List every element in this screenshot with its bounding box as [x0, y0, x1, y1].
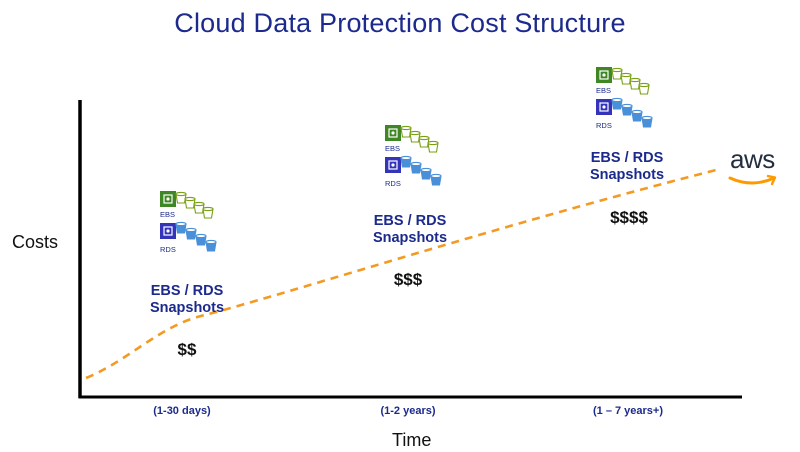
rds-snapshot-bucket-icon	[611, 97, 623, 110]
ebs-snapshot-bucket-icon	[418, 135, 430, 148]
rds-icon-label: RDS	[596, 121, 612, 130]
rds-instance-icon	[385, 157, 401, 173]
stage-3-label-line2: Snapshots	[589, 167, 665, 183]
stage-2-cost: $$$	[393, 270, 423, 289]
ebs-snapshot-bucket-icon	[611, 67, 623, 80]
rds-instance-icon	[160, 223, 176, 239]
y-axis-label: Costs	[12, 232, 59, 252]
ebs-snapshot-bucket-icon	[629, 77, 641, 90]
stage-3-icon-cluster: EBS RDS	[596, 67, 653, 130]
stage-3-label: EBS / RDS Snapshots	[552, 150, 702, 184]
rds-snapshot-bucket-icon	[430, 173, 442, 186]
ebs-icon-label: EBS	[385, 144, 400, 153]
rds-snapshot-bucket-icon	[621, 103, 633, 116]
ebs-volume-icon	[596, 67, 612, 83]
stage-2-label-line2: Snapshots	[372, 230, 448, 246]
aws-smile-icon	[728, 176, 776, 185]
rds-snapshot-bucket-icon	[631, 109, 643, 122]
ebs-snapshot-bucket-icon	[409, 130, 421, 143]
stage-2-label: EBS / RDS Snapshots	[335, 213, 485, 247]
ebs-snapshot-bucket-icon	[193, 201, 205, 214]
ebs-snapshot-bucket-icon	[184, 196, 196, 209]
diagram-title: Cloud Data Protection Cost Structure	[174, 8, 626, 38]
rds-snapshot-bucket-icon	[400, 155, 412, 168]
rds-snapshot-bucket-icon	[410, 161, 422, 174]
rds-snapshot-bucket-icon	[185, 227, 197, 240]
rds-snapshot-bucket-icon	[641, 115, 653, 128]
stage-2-icon-cluster: EBS RDS	[385, 125, 442, 188]
stage-1-cost: $$	[177, 340, 197, 359]
ebs-snapshot-bucket-icon	[202, 206, 214, 219]
x-tick-stage-2: (1-2 years)	[380, 405, 436, 417]
ebs-snapshot-bucket-icon	[400, 125, 412, 138]
stage-1-icon-cluster: EBS RDS	[160, 191, 217, 254]
rds-snapshot-bucket-icon	[175, 221, 187, 234]
rds-snapshot-bucket-icon	[205, 239, 217, 252]
stage-2-label-line1: EBS / RDS	[373, 213, 447, 229]
cost-trend-line	[85, 168, 717, 380]
rds-icon-label: RDS	[385, 179, 401, 188]
rds-icon-label: RDS	[160, 245, 176, 254]
stage-1-label: EBS / RDS Snapshots	[112, 283, 262, 317]
rds-snapshot-bucket-icon	[195, 233, 207, 246]
stage-1-label-line2: Snapshots	[149, 300, 225, 316]
ebs-icon-label: EBS	[160, 210, 175, 219]
ebs-icon-label: EBS	[596, 86, 611, 95]
aws-smile-arrow-icon	[766, 174, 777, 186]
stage-3-label-line1: EBS / RDS	[590, 150, 664, 166]
x-tick-stage-3: (1 – 7 years+)	[592, 405, 664, 417]
ebs-snapshot-bucket-icon	[620, 72, 632, 85]
x-tick-stage-1: (1-30 days)	[153, 405, 211, 417]
rds-instance-icon	[596, 99, 612, 115]
stage-1-label-line1: EBS / RDS	[150, 283, 224, 299]
x-axis-label: Time	[392, 430, 432, 450]
ebs-snapshot-bucket-icon	[175, 191, 187, 204]
stage-3-cost: $$$$	[610, 208, 648, 227]
ebs-volume-icon	[160, 191, 176, 207]
ebs-volume-icon	[385, 125, 401, 141]
ebs-snapshot-bucket-icon	[427, 140, 439, 153]
rds-snapshot-bucket-icon	[420, 167, 432, 180]
ebs-snapshot-bucket-icon	[638, 82, 650, 95]
aws-logo-text: aws	[730, 144, 775, 174]
